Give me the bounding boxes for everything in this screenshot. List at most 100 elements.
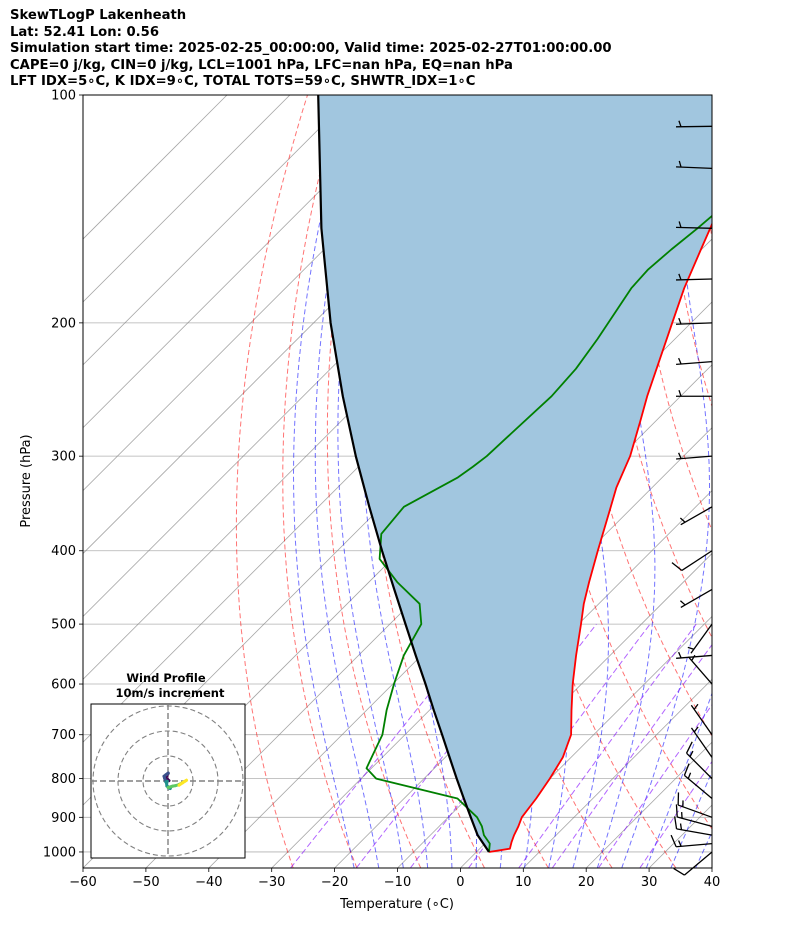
barb-half-flag [678, 357, 682, 365]
temperature-line [488, 222, 712, 853]
barb-shaft [683, 851, 713, 876]
barb-shaft [686, 752, 713, 780]
moist-adiabat [670, 770, 712, 868]
barb-half-flag [678, 317, 682, 325]
x-tick-label: −10 [384, 875, 411, 890]
x-tick-label: 0 [456, 875, 464, 890]
moist-adiabat [293, 95, 355, 868]
dry-adiabat [697, 95, 712, 241]
isotherm-line [83, 95, 416, 429]
barb-half-flag [687, 772, 692, 779]
x-tick-label: 30 [641, 875, 658, 890]
barb-half-flag [678, 120, 682, 127]
barb-shaft [676, 322, 713, 325]
barb-shaft [675, 278, 713, 281]
barb-shaft [690, 623, 713, 654]
moist-adiabat [745, 95, 794, 868]
indices-line-1: CAPE=0 j/kg, CIN=0 j/kg, LCL=1001 hPa, L… [10, 57, 513, 73]
barb-half-flag [678, 452, 682, 459]
barb-shaft [676, 455, 713, 460]
barb-shaft [676, 828, 713, 836]
wind-barb [677, 792, 713, 818]
isotherm-line [711, 867, 712, 868]
wind-barb [675, 221, 713, 229]
isotherm-line [83, 95, 354, 366]
x-tick-label: −50 [132, 875, 159, 890]
moist-adiabat [314, 95, 380, 868]
inset-title: Wind Profile [126, 671, 206, 685]
barb-shaft [690, 704, 713, 736]
wind-barb [676, 651, 713, 659]
x-axis-label: Temperature (∘C) [339, 897, 454, 912]
y-tick-label: 400 [51, 544, 76, 559]
barb-flag [675, 804, 678, 818]
hodograph-segment [177, 781, 184, 787]
y-axis-label: Pressure (hPa) [19, 434, 34, 527]
barb-shaft [676, 842, 713, 848]
wind-barb [676, 317, 713, 325]
x-tick-label: 20 [578, 875, 595, 890]
barb-half-flag [679, 600, 686, 606]
barb-half-flag [678, 221, 682, 228]
indices-line-2: LFT IDX=5∘C, K IDX=9∘C, TOTAL TOTS=59∘C,… [10, 74, 476, 89]
location-line: Lat: 52.41 Lon: 0.56 [10, 24, 160, 40]
dry-adiabat [369, 95, 485, 868]
barb-shaft [676, 360, 713, 366]
x-tick-label: −20 [321, 875, 348, 890]
mixing-ratio-line [290, 623, 486, 868]
isotherm-line [271, 427, 712, 868]
y-tick-label: 900 [51, 811, 76, 826]
barb-flag [671, 562, 683, 571]
x-tick-label: −60 [69, 875, 96, 890]
barb-half-flag [678, 273, 682, 281]
barb-half-flag [693, 726, 699, 733]
y-tick-label: 1000 [43, 845, 76, 860]
barb-half-flag [679, 517, 686, 523]
barb-shaft [680, 506, 713, 526]
dry-adiabat [731, 95, 794, 868]
cin-fill-area [318, 95, 712, 852]
y-tick-label: 600 [51, 678, 76, 693]
barb-half-flag [678, 651, 682, 659]
mixing-ratio-line [518, 623, 697, 868]
wind-barb [690, 703, 713, 736]
barb-flag [673, 867, 685, 876]
barb-shaft [680, 588, 713, 609]
inset-subtitle: 10m/s increment [116, 686, 225, 700]
wind-barb [687, 654, 713, 685]
cape-cin-fill [318, 95, 712, 852]
wind-barb [679, 506, 713, 526]
isotherm-line [83, 95, 228, 240]
y-tick-label: 700 [51, 728, 76, 743]
dewpoint-line [365, 214, 712, 853]
moist-adiabat [337, 95, 404, 868]
dry-adiabat [235, 95, 308, 868]
dry-adiabat [764, 95, 794, 868]
chart-title: SkewTLogP Lakenheath [10, 8, 187, 23]
barb-half-flag [691, 654, 696, 661]
moist-adiabat [645, 691, 712, 868]
wind-barb [674, 816, 713, 836]
barb-half-flag [693, 703, 699, 710]
barb-half-flag [689, 750, 694, 757]
barb-shaft [677, 816, 713, 827]
barb-shaft [681, 550, 713, 571]
y-tick-label: 100 [51, 89, 76, 104]
barb-shaft [676, 654, 713, 659]
wind-barb [673, 851, 713, 876]
x-tick-label: −30 [258, 875, 285, 890]
wind-profile-inset: Wind Profile 10m/s increment [90, 671, 246, 859]
wind-barb [670, 834, 713, 848]
wind-barb [676, 357, 713, 366]
barb-half-flag [679, 823, 683, 830]
isotherm-line [523, 678, 712, 868]
wind-barb [687, 623, 713, 654]
barb-half-flag [678, 160, 682, 168]
barb-flag [683, 763, 690, 776]
wind-barb [676, 452, 713, 460]
barb-shaft [675, 226, 713, 229]
x-tick-label: −40 [195, 875, 222, 890]
profile-lines [317, 95, 712, 853]
barb-half-flag [687, 646, 695, 650]
